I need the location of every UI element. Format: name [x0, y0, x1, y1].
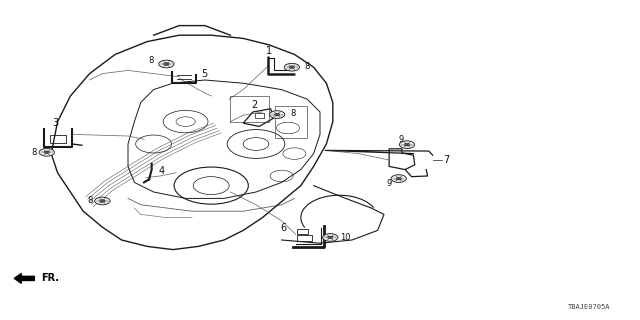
Text: 6: 6 — [280, 223, 287, 233]
Circle shape — [95, 197, 110, 205]
Circle shape — [164, 63, 169, 65]
Circle shape — [39, 148, 54, 156]
Circle shape — [159, 60, 174, 68]
Text: 7: 7 — [444, 155, 450, 165]
Text: 8: 8 — [148, 56, 154, 65]
Text: 8: 8 — [290, 109, 295, 118]
Text: 9: 9 — [398, 135, 403, 144]
Bar — [297, 235, 312, 241]
Text: 9: 9 — [387, 179, 392, 188]
Bar — [297, 229, 308, 234]
Circle shape — [323, 234, 338, 241]
Circle shape — [275, 113, 280, 116]
Circle shape — [284, 63, 300, 71]
Circle shape — [404, 143, 410, 146]
Circle shape — [399, 141, 415, 148]
Circle shape — [100, 200, 105, 202]
Text: 10: 10 — [340, 233, 351, 242]
Text: 8: 8 — [32, 148, 37, 157]
Circle shape — [269, 111, 285, 118]
Bar — [275, 106, 307, 138]
Text: 5: 5 — [201, 68, 207, 79]
Circle shape — [391, 175, 406, 182]
Circle shape — [396, 177, 401, 180]
Text: TBAJE0705A: TBAJE0705A — [568, 304, 610, 310]
Text: FR.: FR. — [42, 273, 60, 284]
Bar — [230, 96, 269, 122]
Text: 2: 2 — [251, 100, 257, 110]
Bar — [50, 135, 66, 143]
Circle shape — [289, 66, 294, 68]
Text: 8: 8 — [305, 62, 310, 71]
Circle shape — [44, 151, 49, 154]
Text: 8: 8 — [88, 196, 93, 205]
Circle shape — [328, 236, 333, 239]
Text: 1: 1 — [266, 45, 272, 56]
Text: 4: 4 — [158, 166, 164, 176]
Text: 3: 3 — [52, 118, 58, 128]
Bar — [255, 113, 264, 118]
